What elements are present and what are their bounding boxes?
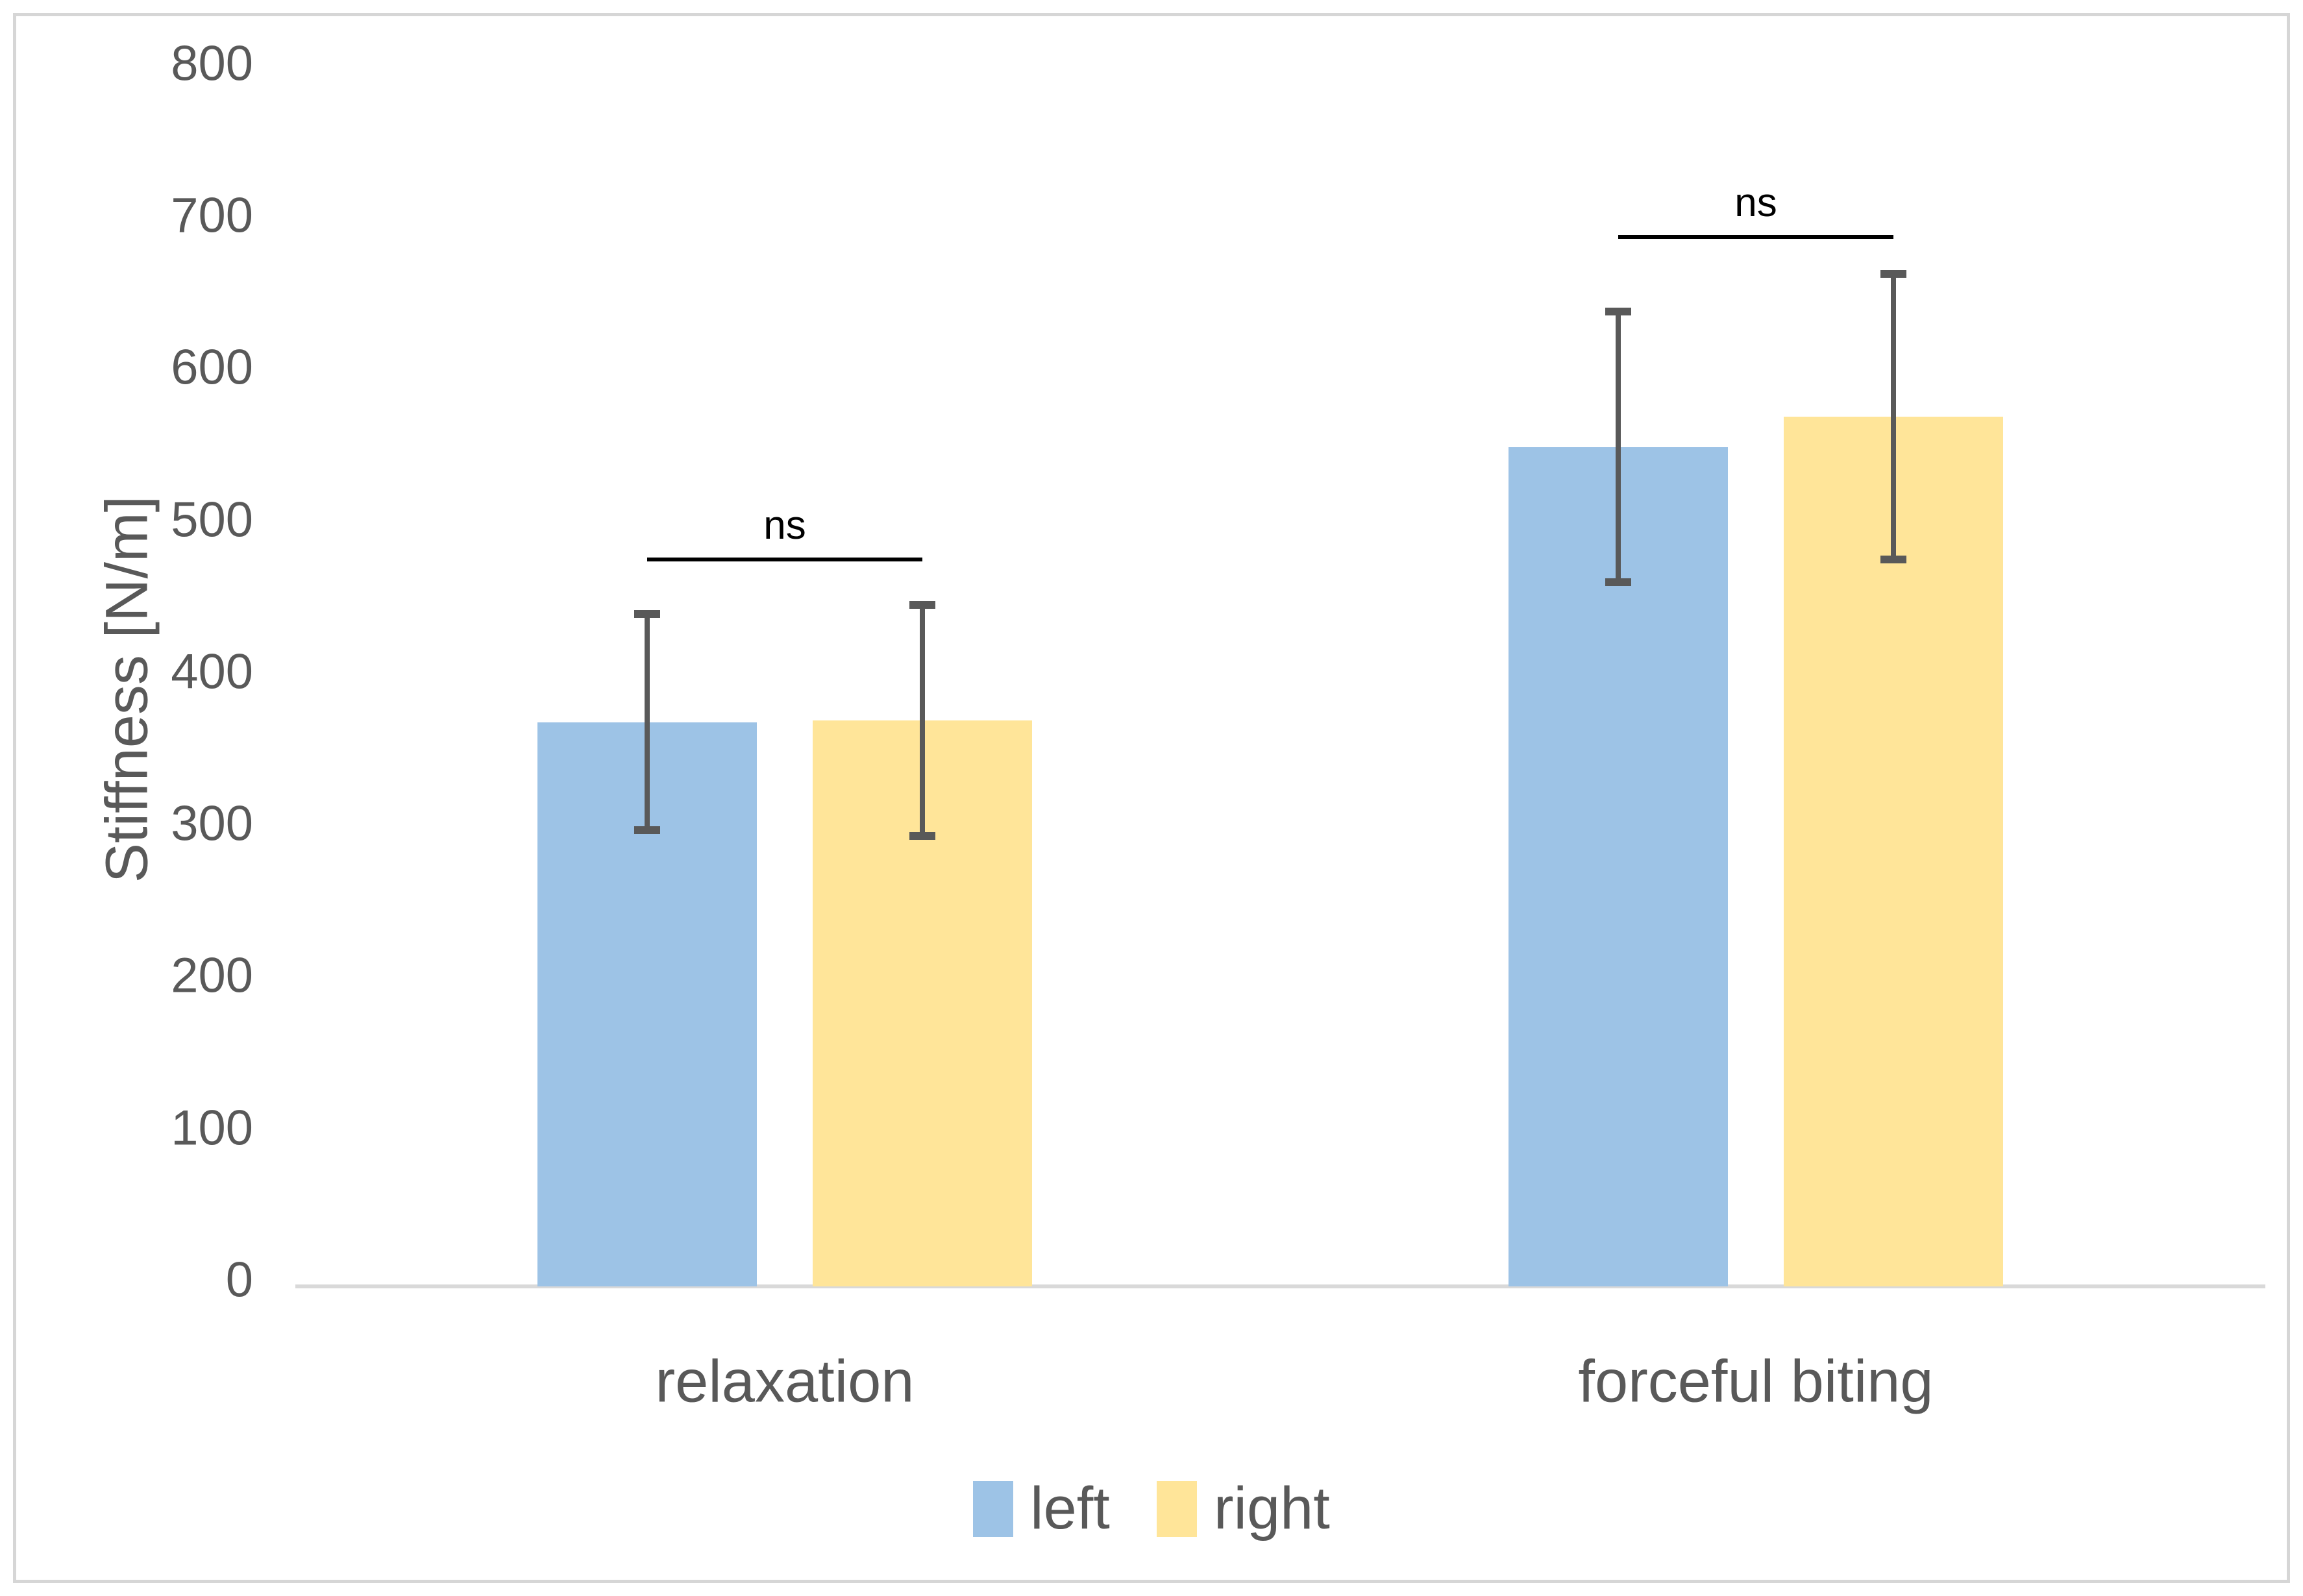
y-axis-tick-label: 700 [171,188,253,243]
x-axis-line [295,1284,2265,1288]
error-bar-line [920,605,925,837]
y-axis-tick-label: 100 [171,1100,253,1156]
significance-label: ns [1734,180,1777,226]
y-axis-tick-label: 200 [171,948,253,1003]
legend: left right [0,1475,2303,1543]
legend-label: right [1213,1475,1330,1541]
error-bar-cap [634,826,660,835]
significance-label: ns [763,503,806,548]
significance-bracket-line [1618,235,1893,239]
legend-item-right: right [1156,1475,1330,1543]
y-axis-tick-label: 300 [171,796,253,852]
y-axis-tick-label: 800 [171,36,253,92]
error-bar-cap [1880,269,1906,278]
category-label: relaxation [655,1348,915,1415]
error-bar-cap [1605,578,1631,587]
error-bar-line [645,614,650,831]
error-bar-cap [634,610,660,619]
legend-swatch-left [973,1480,1014,1537]
legend-swatch-right [1156,1480,1197,1537]
legend-item-left: left [973,1475,1110,1543]
category-label: forceful biting [1578,1348,1934,1415]
error-bar-cap [1605,308,1631,316]
error-bar-cap [1880,556,1906,564]
error-bar-cap [909,601,935,609]
legend-label: left [1030,1475,1110,1541]
error-bar-line [1891,273,1896,560]
y-axis-tick-label: 600 [171,339,253,395]
significance-bracket-line [647,558,922,562]
y-axis-tick-label: 400 [171,644,253,700]
bar-left-1 [1509,447,1728,1286]
y-axis-tick-label: 0 [225,1252,253,1308]
error-bar-cap [909,832,935,841]
y-axis-tick-label: 500 [171,492,253,547]
error-bar-line [1616,312,1621,583]
